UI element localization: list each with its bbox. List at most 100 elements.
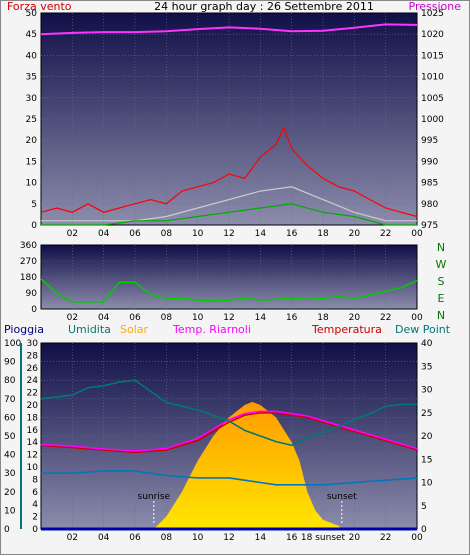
chart-title: 24 hour graph day : 26 Settembre 2011	[154, 1, 374, 13]
rain-y-tick: 90	[4, 358, 16, 368]
temp-y-tick: 10	[421, 479, 433, 489]
rain-y-tick: 40	[4, 451, 16, 461]
pressure-y-tick: 1000	[421, 115, 444, 125]
wind-series-3	[41, 203, 417, 226]
rain-y-tick: 60	[4, 413, 16, 423]
humidity-y-tick: 20	[27, 401, 39, 411]
humidity-y-tick: 8	[32, 475, 38, 485]
compass-label: N	[437, 241, 445, 254]
legend-item: Umidita	[68, 323, 111, 336]
solar-area	[153, 401, 342, 529]
direction-x-tick: 00	[411, 313, 423, 323]
rain-y-tick: 50	[4, 432, 16, 442]
temp-x-tick: 22	[380, 533, 391, 543]
legend-item: Temperatura	[311, 323, 382, 336]
direction-y-tick: 360	[20, 241, 37, 251]
direction-x-tick: 10	[192, 313, 204, 323]
wind-y-tick: 15	[26, 157, 37, 167]
temp-x-tick: 18 sunset	[301, 533, 346, 543]
rain-y-tick: 30	[4, 469, 16, 479]
temp-x-tick: 16	[286, 533, 298, 543]
legend-item: Solar	[120, 323, 149, 336]
wind-x-tick: 06	[129, 229, 141, 239]
pressure-axis-label: Pressione	[409, 1, 462, 13]
humidity-y-tick: 30	[27, 339, 39, 349]
direction-x-tick: 04	[98, 313, 110, 323]
direction-x-tick: 08	[161, 313, 173, 323]
legend-item: Dew Point	[395, 323, 451, 336]
compass-label: S	[438, 275, 445, 288]
temp-y-tick: 5	[421, 502, 427, 512]
temp-y-tick: 35	[421, 362, 432, 372]
temp-y-tick: 0	[421, 525, 427, 535]
wind-series-0	[40, 23, 418, 36]
rain-y-tick: 70	[4, 395, 16, 405]
wind-y-tick: 0	[31, 221, 37, 231]
rain-y-tick: 80	[4, 376, 16, 386]
humidity-y-tick: 18	[27, 413, 39, 423]
temp-y-tick: 15	[421, 455, 432, 465]
direction-x-tick: 16	[286, 313, 298, 323]
humidity-y-tick: 4	[32, 500, 38, 510]
wind-x-tick: 12	[223, 229, 234, 239]
direction-x-tick: 12	[223, 313, 234, 323]
legend-item: Temp. Riarnoli	[172, 323, 251, 336]
wind-y-tick: 10	[26, 179, 38, 189]
wind-y-tick: 25	[26, 115, 37, 125]
direction-x-tick: 06	[129, 313, 141, 323]
wind-x-tick: 20	[349, 229, 361, 239]
wind-x-tick: 10	[192, 229, 204, 239]
wind-y-tick: 30	[26, 94, 38, 104]
pressure-y-tick: 1010	[421, 73, 444, 83]
wind-y-tick: 5	[31, 200, 37, 210]
temp-x-tick: 12	[223, 533, 234, 543]
direction-x-tick: 22	[380, 313, 391, 323]
wind-x-tick: 16	[286, 229, 298, 239]
temp-x-tick: 02	[67, 533, 78, 543]
sun-annotation: sunrise	[138, 492, 171, 502]
temp-y-tick: 30	[421, 386, 433, 396]
temp-x-tick: 06	[129, 533, 141, 543]
direction-x-tick: 02	[67, 313, 78, 323]
temp-x-tick: 14	[255, 533, 267, 543]
humidity-y-tick: 16	[27, 426, 39, 436]
wind-x-tick: 18	[317, 229, 329, 239]
temp-y-tick: 25	[421, 409, 432, 419]
wind-y-tick: 35	[26, 73, 37, 83]
sun-annotation: sunset	[327, 492, 357, 502]
compass-label: W	[436, 258, 447, 271]
direction-x-tick: 14	[255, 313, 267, 323]
pressure-y-tick: 975	[421, 221, 438, 231]
humidity-y-tick: 12	[27, 451, 38, 461]
temp-x-tick: 04	[98, 533, 110, 543]
wind-y-tick: 50	[26, 9, 38, 19]
temp-y-tick: 40	[421, 339, 433, 349]
temp-x-tick: 00	[411, 533, 423, 543]
temp-series-2	[40, 379, 417, 447]
rain-y-tick: 20	[4, 488, 16, 498]
pressure-y-tick: 985	[421, 179, 438, 189]
direction-y-tick: 90	[26, 289, 38, 299]
humidity-y-tick: 10	[27, 463, 39, 473]
humidity-y-tick: 26	[27, 364, 39, 374]
wind-series-2	[41, 186, 417, 222]
wind-y-tick: 40	[26, 51, 38, 61]
direction-y-tick: 0	[31, 305, 37, 315]
pressure-y-tick: 1005	[421, 94, 444, 104]
wind-y-tick: 45	[26, 30, 37, 40]
pressure-y-tick: 995	[421, 136, 438, 146]
direction-y-tick: 180	[20, 273, 37, 283]
pressure-y-tick: 1015	[421, 51, 444, 61]
temp-x-tick: 20	[349, 533, 361, 543]
humidity-y-tick: 2	[32, 513, 38, 523]
pressure-y-tick: 1020	[421, 30, 444, 40]
humidity-y-tick: 22	[27, 389, 38, 399]
wind-x-tick: 22	[380, 229, 391, 239]
direction-x-tick: 18	[317, 313, 329, 323]
compass-label: E	[438, 292, 445, 305]
pressure-y-tick: 980	[421, 200, 438, 210]
legend-item: Pioggia	[4, 323, 44, 336]
wind-x-tick: 00	[411, 229, 423, 239]
